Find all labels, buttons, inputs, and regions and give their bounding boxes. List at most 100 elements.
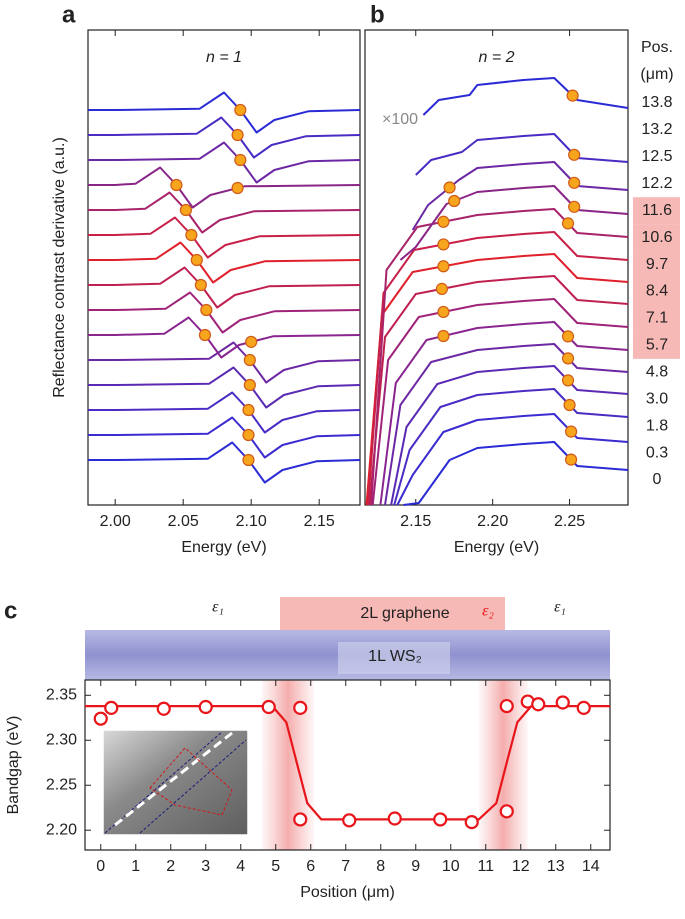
peak-marker [435,282,449,295]
spectrum-line [368,275,629,506]
peak-marker [561,374,575,387]
panel-letter: a [62,1,76,28]
y-axis-label: Reflectance contrast derivative (a.u.) [51,137,68,398]
position-label: 13.2 [641,121,672,138]
peak-marker [568,148,581,161]
spectrum-line [88,191,361,234]
peak-marker [564,453,578,466]
peak-marker [231,181,244,195]
x-tick-label: 2.15 [304,513,335,530]
peak-marker [198,328,212,342]
highlight [633,304,680,332]
x-tick-label: 1 [131,858,140,875]
peak-marker [170,178,183,192]
graphene-label: 2L graphene [360,605,449,622]
position-label: 5.7 [646,337,668,354]
peak-marker [242,453,255,467]
x-tick-label: 13 [547,858,565,875]
spectrum-line [415,133,629,176]
panel-title: n = 1 [206,49,242,66]
peak-marker [448,194,461,208]
spectrum-line [88,91,361,134]
spectrum-line [88,366,361,409]
x-tick-label: 8 [376,858,385,875]
x-tick-label: 11 [477,858,494,875]
panel-letter: b [370,1,385,28]
x-tick-label: 2.15 [400,513,431,530]
data-point [499,698,514,714]
spectrum-line [88,141,361,184]
highlight [633,197,680,225]
peak-marker [437,305,450,319]
x-axis-label: Energy (eV) [181,539,266,556]
spectrum-line [88,116,361,159]
peak-marker [437,329,450,343]
peak-marker [561,352,575,365]
x-tick-label: 7 [341,858,350,875]
epsilon-label: ε₁ [212,599,224,616]
spectrum-line [88,291,361,334]
substrate-label: 1L WS₂ [368,648,422,665]
spectrum-line [88,216,361,259]
data-point [156,701,171,716]
position-label: 7.1 [646,310,668,327]
peak-marker [561,330,575,343]
x-tick-label: 2.00 [100,513,131,530]
highlight [633,224,680,252]
position-label: 4.8 [646,364,668,381]
spectrum-line [367,231,629,506]
spectrum-line [365,253,629,506]
spectrum-line [88,341,361,384]
data-point [387,811,402,826]
data-point [293,812,308,827]
spectrum-line [88,266,361,309]
spectrum-line [88,441,361,484]
peak-marker [437,238,450,251]
plots: 2.00 2.05 2.10 2.15 Energy (eV) Reflectance c… [5,29,680,901]
plot-frame [84,679,611,851]
data-point [93,711,108,726]
x-axis-label: Energy (eV) [454,539,539,556]
spectrum-line [396,413,629,506]
spectrum-line [371,298,629,506]
peak-marker [564,425,578,438]
data-point [433,812,448,827]
peak-marker [185,228,198,242]
peak-marker [243,378,256,392]
panel-letter: c [4,597,17,624]
spectrum-line [88,166,361,209]
plot-frame [364,29,629,506]
peak-marker [179,203,193,217]
epsilon-label: ε₂ [482,603,494,620]
panel-title: n = 2 [478,49,514,66]
position-label: 13.8 [641,94,672,111]
x-tick-label: 9 [411,858,420,875]
peak-marker [243,353,256,367]
data-point [261,699,276,715]
x-tick-label: 2.25 [554,513,585,530]
data-point [104,700,119,715]
x-tick-label: 3 [201,858,210,875]
x-tick-label: 10 [442,858,460,875]
spectrum-line [88,241,361,284]
x-tick-label: 14 [582,858,600,875]
label-backdrop [338,642,450,674]
data-point [293,700,308,715]
spectrum-line [88,316,361,359]
data-point [342,813,357,828]
peak-marker [194,278,207,292]
graphene-layer [280,597,505,630]
position-label: 9.7 [646,256,668,273]
spectrum-line [379,321,629,506]
data-point [499,804,514,819]
peak-marker [234,103,247,117]
y-tick-label: 2.30 [46,731,77,748]
peak-marker [437,260,450,273]
legend-title: Pos. [641,39,673,56]
y-tick-label: 2.35 [46,687,77,704]
spectrum-line [88,416,361,459]
annotation: ×100 [382,111,418,128]
x-tick-label: 4 [236,858,245,875]
epsilon-label: ε₁ [554,599,566,616]
x-tick-label: 2.05 [168,513,199,530]
